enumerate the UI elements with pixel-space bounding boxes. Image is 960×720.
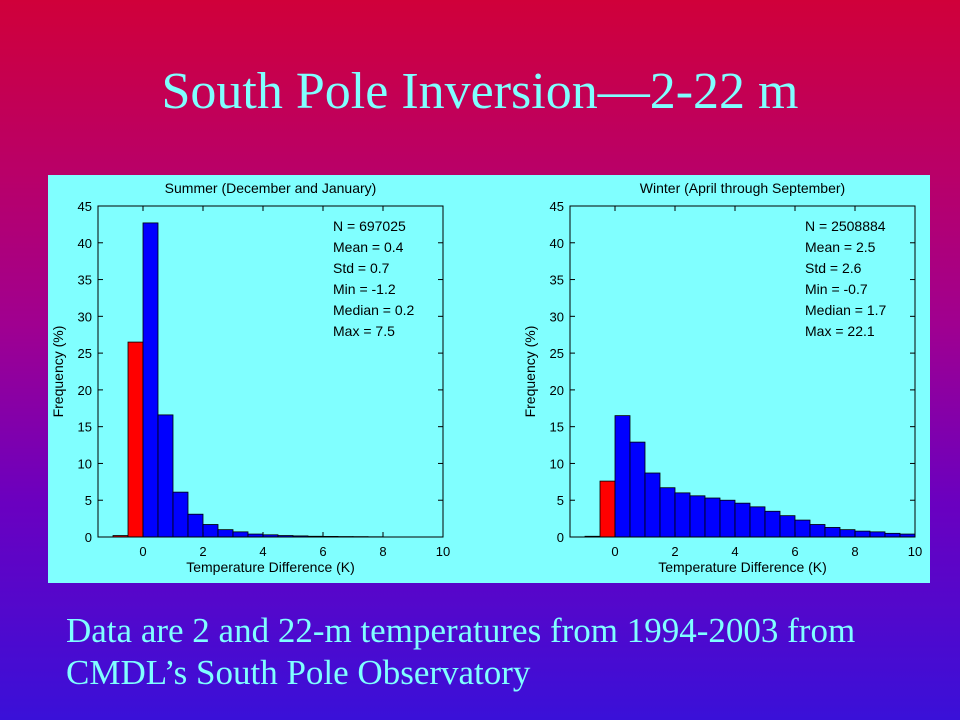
histogram-bar [839, 529, 856, 538]
axes-box [569, 205, 916, 538]
histogram-bar [794, 519, 811, 538]
histogram-bar [217, 529, 234, 538]
histogram-bar [614, 415, 631, 538]
histogram-bar [674, 492, 691, 538]
histogram-bar [689, 495, 706, 538]
histogram-bar [157, 414, 174, 538]
histogram-bar [599, 480, 616, 538]
x-tick-label: 2 [671, 544, 678, 559]
stats-annotation: Max = 7.5 [333, 323, 395, 339]
histogram-bar [809, 524, 826, 538]
histogram-bar [172, 491, 189, 538]
y-tick-label: 20 [550, 383, 564, 398]
y-tick-label: 0 [85, 530, 92, 545]
x-axis-label: Temperature Difference (K) [186, 559, 355, 575]
y-tick-label: 5 [85, 493, 92, 508]
x-tick-label: 4 [731, 544, 738, 559]
histogram-bar [749, 506, 766, 538]
stats-annotation: Mean = 0.4 [333, 239, 404, 255]
stats-annotation: Std = 0.7 [333, 260, 390, 276]
histogram-bar [884, 532, 901, 538]
stats-annotation: Min = -1.2 [333, 281, 396, 297]
x-tick-label: 10 [436, 544, 450, 559]
histogram-bar [232, 531, 249, 538]
histogram-bar [142, 222, 159, 538]
y-tick-label: 40 [550, 236, 564, 251]
histogram-bar [127, 341, 144, 538]
y-tick-label: 35 [78, 273, 92, 288]
figure-panel: 0 5 10 15 20 25 30 35 40 45 0 2 4 6 8 10 Summer (Decembe… [48, 175, 930, 583]
x-tick-label: 6 [791, 544, 798, 559]
y-tick-label: 45 [78, 199, 92, 214]
histogram-bar [187, 513, 204, 538]
y-tick-label: 25 [550, 346, 564, 361]
histogram-bar [704, 497, 721, 538]
histogram-bar [764, 510, 781, 538]
histogram-winter: 0 5 10 15 20 25 30 35 40 45 0 2 4 6 8 10 Winter (April t… [522, 180, 922, 575]
y-tick-label: 40 [78, 236, 92, 251]
histogram-bar [779, 515, 796, 538]
histogram-bar [734, 502, 751, 538]
histogram-bar [854, 530, 871, 538]
x-tick-label: 4 [259, 544, 266, 559]
stats-annotation: Std = 2.6 [805, 260, 862, 276]
histogram-bar [659, 487, 676, 538]
caption-line-2: CMDL’s South Pole Observatory [66, 653, 531, 692]
caption-line-1: Data are 2 and 22-m temperatures from 19… [66, 611, 856, 650]
chart-title: Winter (April through September) [640, 180, 845, 196]
histogram-bar [629, 441, 646, 538]
y-tick-label: 25 [78, 346, 92, 361]
stats-annotation: Max = 22.1 [805, 323, 875, 339]
x-tick-label: 8 [379, 544, 386, 559]
y-tick-label: 45 [550, 199, 564, 214]
stats-annotation: Median = 0.2 [333, 302, 415, 318]
y-tick-label: 35 [550, 273, 564, 288]
stats-annotation: N = 2508884 [805, 218, 886, 234]
slide-title: South Pole Inversion—2-22 m [161, 63, 799, 120]
x-tick-label: 6 [319, 544, 326, 559]
stats-annotation: Median = 1.7 [805, 302, 887, 318]
y-tick-label: 20 [78, 383, 92, 398]
y-tick-label: 15 [78, 420, 92, 435]
y-axis-label: Frequency (%) [50, 326, 66, 418]
stats-annotation: Min = -0.7 [805, 281, 868, 297]
y-tick-label: 10 [550, 456, 564, 471]
y-tick-label: 5 [557, 493, 564, 508]
histogram-bar [202, 524, 219, 538]
stats-annotation: N = 697025 [333, 218, 406, 234]
histogram-bar [869, 531, 886, 538]
x-tick-label: 0 [611, 544, 618, 559]
y-tick-label: 30 [550, 309, 564, 324]
histogram-bar [824, 527, 841, 538]
x-tick-label: 10 [908, 544, 922, 559]
histogram-bar [644, 472, 661, 538]
histogram-bar [719, 499, 736, 538]
stats-annotation: Mean = 2.5 [805, 239, 876, 255]
y-axis-label: Frequency (%) [522, 326, 538, 418]
axes-box [97, 205, 444, 538]
x-tick-label: 2 [199, 544, 206, 559]
chart-title: Summer (December and January) [165, 180, 377, 196]
x-tick-label: 8 [851, 544, 858, 559]
y-tick-label: 15 [550, 420, 564, 435]
y-tick-label: 0 [557, 530, 564, 545]
slide-caption: Data are 2 and 22-m temperatures from 19… [66, 610, 946, 694]
histogram-summer: 0 5 10 15 20 25 30 35 40 45 0 2 4 6 8 10 Summer (Decembe… [50, 180, 450, 575]
x-axis-label: Temperature Difference (K) [658, 559, 827, 575]
y-tick-label: 30 [78, 309, 92, 324]
y-tick-label: 10 [78, 456, 92, 471]
x-tick-label: 0 [139, 544, 146, 559]
